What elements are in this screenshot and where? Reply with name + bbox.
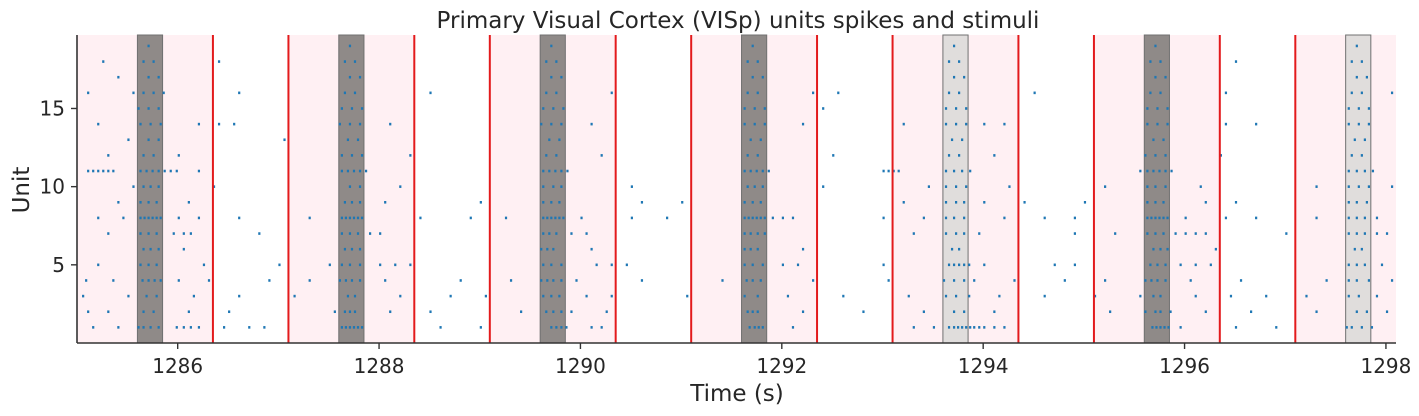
stimulus-bars xyxy=(136,34,1372,344)
stimulus-bar-light xyxy=(1345,34,1372,344)
chart-title: Primary Visual Cortex (VISp) units spike… xyxy=(437,8,1040,34)
y-ticks: 5 10 15 xyxy=(40,96,77,277)
axes xyxy=(76,35,1396,344)
x-tick-label: 1294 xyxy=(958,354,1009,378)
x-ticks: 1286 1288 1290 1292 1294 1296 1298 xyxy=(152,343,1411,378)
stimulus-bar-dark xyxy=(338,34,365,344)
y-tick-label: 10 xyxy=(40,175,65,199)
trial-boundary-lines xyxy=(211,35,1297,343)
y-tick-label: 15 xyxy=(40,96,65,120)
x-tick-label: 1288 xyxy=(354,354,405,378)
trial-bands xyxy=(77,35,1396,343)
x-axis-label: Time (s) xyxy=(689,381,784,407)
stimulus-bar-light xyxy=(942,34,969,344)
y-tick-label: 5 xyxy=(52,253,65,277)
spike-markers xyxy=(82,44,1394,329)
x-tick-label: 1292 xyxy=(756,354,807,378)
x-tick-label: 1298 xyxy=(1360,354,1411,378)
x-tick-label: 1286 xyxy=(152,354,203,378)
stimulus-bar-dark xyxy=(136,34,164,344)
stimulus-bar-dark xyxy=(1143,34,1170,344)
x-tick-label: 1290 xyxy=(555,354,606,378)
stimulus-bar-dark xyxy=(539,34,566,344)
x-tick-label: 1296 xyxy=(1159,354,1210,378)
y-axis-label: Unit xyxy=(9,167,35,214)
stimulus-bar-dark xyxy=(741,34,768,344)
